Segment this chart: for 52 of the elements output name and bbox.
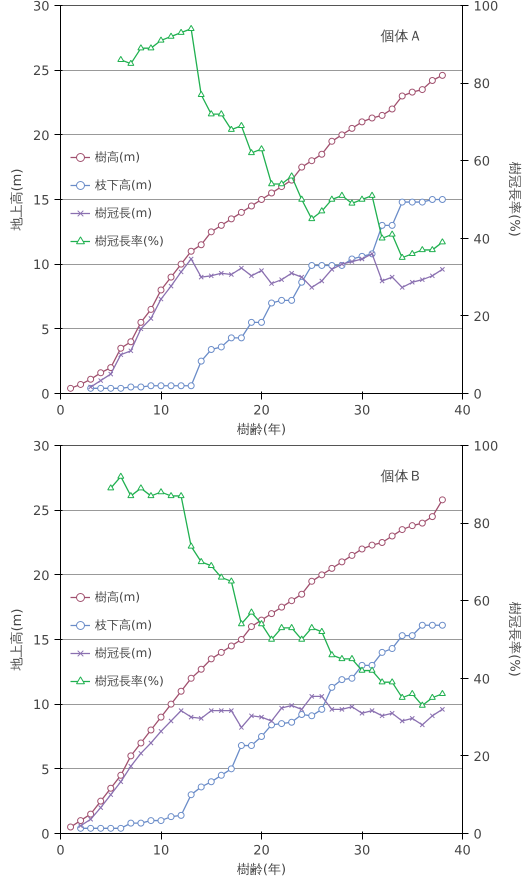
y2-axis-title: 樹冠長率(%) xyxy=(506,602,522,677)
y2-tick-label: 100 xyxy=(474,0,498,14)
y-tick-label: 30 xyxy=(32,0,50,14)
y-axis-title: 地上高(m) xyxy=(8,608,25,672)
y-tick-label: 10 xyxy=(32,698,50,714)
y2-tick-label: 40 xyxy=(474,232,490,248)
y-tick-label: 25 xyxy=(32,64,50,80)
y-tick-label: 10 xyxy=(32,258,50,274)
y2-tick-label: 20 xyxy=(474,310,490,325)
x-tick-label: 30 xyxy=(354,844,370,858)
legend-label: 樹高(m) xyxy=(95,148,140,166)
x-tick-label: 30 xyxy=(354,404,370,418)
legend-label: 樹冠長率(%) xyxy=(95,672,164,690)
y2-tick-label: 60 xyxy=(474,594,490,610)
x-axis-title: 樹齢(年) xyxy=(236,422,286,438)
x-tick-label: 0 xyxy=(56,844,65,858)
y2-tick-label: 0 xyxy=(474,388,482,402)
y-tick-label: 15 xyxy=(32,634,50,648)
y-tick-label: 5 xyxy=(41,762,50,778)
x-tick-label: 10 xyxy=(152,844,170,858)
x-tick-label: 20 xyxy=(253,404,270,418)
y-tick-label: 20 xyxy=(32,568,50,584)
y2-tick-label: 20 xyxy=(474,750,490,765)
y-tick-label: 5 xyxy=(41,322,50,338)
y2-axis-title: 樹冠長率(%) xyxy=(506,162,522,237)
legend-label: 枝下高(m) xyxy=(95,616,152,634)
y-tick-label: 15 xyxy=(32,194,50,208)
annotation: 個体Ａ xyxy=(380,28,422,44)
y-tick-label: 20 xyxy=(32,128,50,144)
x-tick-label: 20 xyxy=(253,844,270,858)
x-tick-label: 0 xyxy=(56,404,65,418)
y2-tick-label: 0 xyxy=(474,828,482,842)
annotation: 個体Ｂ xyxy=(380,468,422,484)
legend-label: 枝下高(m) xyxy=(95,176,152,194)
y2-tick-label: 100 xyxy=(474,440,498,454)
x-tick-label: 40 xyxy=(454,844,471,858)
y-tick-label: 0 xyxy=(41,388,50,402)
legend-label: 樹冠長(m) xyxy=(95,644,152,662)
y-axis-title: 地上高(m) xyxy=(8,168,25,232)
x-tick-label: 10 xyxy=(152,404,170,418)
legend-label: 樹高(m) xyxy=(95,588,140,606)
x-axis-title: 樹齢(年) xyxy=(236,862,286,878)
legend-label: 樹冠長率(%) xyxy=(95,232,164,250)
y-tick-label: 30 xyxy=(32,440,50,454)
y2-tick-label: 60 xyxy=(474,154,490,170)
y2-tick-label: 80 xyxy=(474,77,490,92)
y2-tick-label: 80 xyxy=(474,517,490,532)
legend-label: 樹冠長(m) xyxy=(95,204,152,222)
y2-tick-label: 40 xyxy=(474,672,490,688)
y-tick-label: 25 xyxy=(32,504,50,520)
y-tick-label: 0 xyxy=(41,828,50,842)
x-tick-label: 40 xyxy=(454,404,471,418)
